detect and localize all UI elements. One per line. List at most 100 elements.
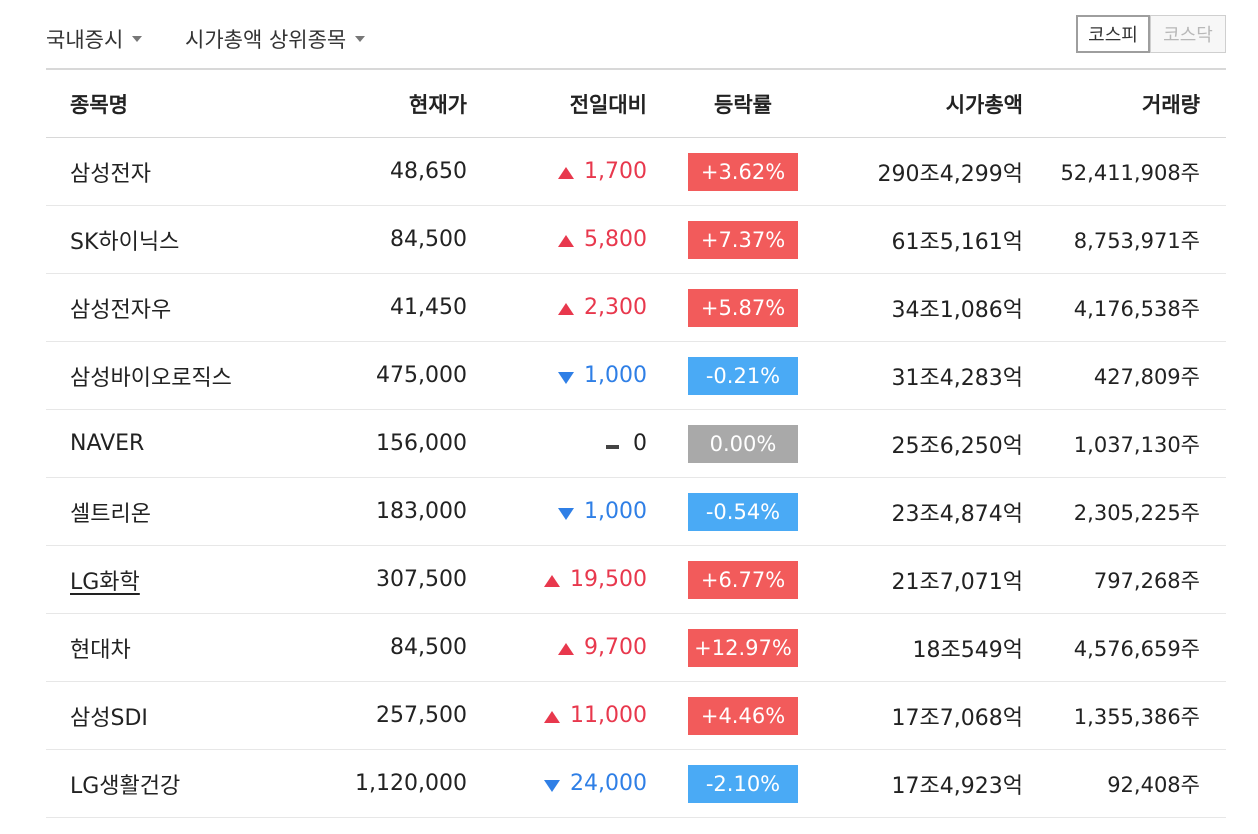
change-rate-badge: +3.62% xyxy=(688,152,798,191)
stock-name-cell: 삼성SDI xyxy=(70,682,148,749)
table-row: 현대차 84,500 9,700 +12.97% 18조549억 4,576,6… xyxy=(46,614,1226,682)
change-rate-badge: +4.46% xyxy=(688,696,798,735)
dash-icon xyxy=(606,444,619,449)
stock-name-link[interactable]: LG생활건강 xyxy=(70,773,181,799)
trade-volume: 92,408주 xyxy=(1107,772,1200,797)
trade-volume: 427,809주 xyxy=(1093,364,1200,389)
current-price: 257,500 xyxy=(376,703,467,728)
change-rate-badge: +7.37% xyxy=(688,220,798,259)
price-change-value: 0 xyxy=(633,431,647,456)
stock-name-link[interactable]: 삼성SDI xyxy=(70,705,148,731)
price-change-value: 2,300 xyxy=(584,295,647,320)
stock-name-link[interactable]: 현대차 xyxy=(70,637,131,663)
market-segment-toggle: 코스피 코스닥 xyxy=(1076,15,1226,53)
price-change: 1,700 xyxy=(558,138,647,205)
price-change-value: 1,000 xyxy=(584,499,647,524)
change-rate-badge: -2.10% xyxy=(688,764,798,803)
price-change-value: 9,700 xyxy=(584,635,647,660)
change-rate-badge: +12.97% xyxy=(688,628,798,667)
change-rate-cell: +6.77% xyxy=(688,546,798,613)
market-cap: 18조549억 xyxy=(912,637,1023,663)
stock-name-link[interactable]: 삼성전자 xyxy=(70,161,151,187)
price-change: 19,500 xyxy=(544,546,647,613)
table-row: 삼성전자우 41,450 2,300 +5.87% 34조1,086억 4,17… xyxy=(46,274,1226,342)
table-row: 삼성SDI 257,500 11,000 +4.46% 17조7,068억 1,… xyxy=(46,682,1226,750)
triangle-up-icon xyxy=(558,642,575,655)
table-row: 삼성바이오로직스 475,000 1,000 -0.21% 31조4,283억 … xyxy=(46,342,1226,410)
stock-name-link[interactable]: 삼성전자우 xyxy=(70,297,172,323)
current-price: 183,000 xyxy=(376,499,467,524)
change-rate-cell: -0.21% xyxy=(688,342,798,409)
market-cap: 17조4,923억 xyxy=(891,773,1023,799)
stock-name-cell: LG화학 xyxy=(70,546,140,613)
header-name: 종목명 xyxy=(70,92,128,117)
change-rate-cell: +7.37% xyxy=(688,206,798,273)
price-change: 5,800 xyxy=(558,206,647,273)
table-row: LG생활건강 1,120,000 24,000 -2.10% 17조4,923억… xyxy=(46,750,1226,818)
kospi-button[interactable]: 코스피 xyxy=(1076,15,1150,53)
current-price: 307,500 xyxy=(376,567,467,592)
price-change-value: 5,800 xyxy=(584,227,647,252)
price-change-value: 24,000 xyxy=(570,771,647,796)
market-cap: 61조5,161억 xyxy=(891,229,1023,255)
table-row: SK하이닉스 84,500 5,800 +7.37% 61조5,161억 8,7… xyxy=(46,206,1226,274)
table-row: NAVER 156,000 0 0.00% 25조6,250억 1,037,13… xyxy=(46,410,1226,478)
triangle-up-icon xyxy=(544,710,561,723)
market-cap: 21조7,071억 xyxy=(891,569,1023,595)
price-change-value: 1,700 xyxy=(584,159,647,184)
change-rate-badge: 0.00% xyxy=(688,424,798,463)
trade-volume: 4,176,538주 xyxy=(1073,296,1200,321)
price-change: 2,300 xyxy=(558,274,647,341)
header-market-cap: 시가총액 xyxy=(945,92,1023,117)
table-body: 삼성전자 48,650 1,700 +3.62% 290조4,299억 52,4… xyxy=(46,138,1226,818)
current-price: 156,000 xyxy=(376,431,467,456)
triangle-up-icon xyxy=(558,166,575,179)
trade-volume: 1,037,130주 xyxy=(1073,432,1200,457)
triangle-up-icon xyxy=(558,234,575,247)
triangle-down-icon xyxy=(558,371,575,384)
price-change-value: 11,000 xyxy=(570,703,647,728)
price-change: 9,700 xyxy=(558,614,647,681)
stock-name-link[interactable]: LG화학 xyxy=(70,569,140,595)
stock-name-link[interactable]: 셀트리온 xyxy=(70,501,151,527)
stock-name-cell: 삼성전자 xyxy=(70,138,151,205)
stock-name-cell: NAVER xyxy=(70,410,144,477)
market-dropdown[interactable]: 국내증시 xyxy=(46,24,143,54)
triangle-down-icon xyxy=(544,779,561,792)
change-rate-cell: +3.62% xyxy=(688,138,798,205)
change-rate-cell: +12.97% xyxy=(688,614,798,681)
stock-name-link[interactable]: SK하이닉스 xyxy=(70,229,180,255)
market-cap: 17조7,068억 xyxy=(891,705,1023,731)
trade-volume: 52,411,908주 xyxy=(1060,160,1200,185)
change-rate-cell: -2.10% xyxy=(688,750,798,817)
stock-table: 종목명 현재가 전일대비 등락률 시가총액 거래량 삼성전자 48,650 1,… xyxy=(46,68,1226,818)
current-price: 48,650 xyxy=(390,159,467,184)
stock-name-cell: 현대차 xyxy=(70,614,131,681)
market-cap: 23조4,874억 xyxy=(891,501,1023,527)
table-header-row: 종목명 현재가 전일대비 등락률 시가총액 거래량 xyxy=(46,70,1226,138)
change-rate-badge: -0.54% xyxy=(688,492,798,531)
category-dropdown-label: 시가총액 상위종목 xyxy=(185,28,347,52)
caret-down-icon xyxy=(355,36,366,42)
stock-name-cell: SK하이닉스 xyxy=(70,206,179,273)
stock-name-link[interactable]: NAVER xyxy=(70,431,145,456)
market-cap: 25조6,250억 xyxy=(891,433,1023,459)
change-rate-cell: -0.54% xyxy=(688,478,798,545)
current-price: 41,450 xyxy=(390,295,467,320)
price-change-value: 19,500 xyxy=(570,567,647,592)
kosdaq-button[interactable]: 코스닥 xyxy=(1150,15,1226,53)
trade-volume: 4,576,659주 xyxy=(1073,636,1200,661)
trade-volume: 1,355,386주 xyxy=(1073,704,1200,729)
current-price: 84,500 xyxy=(390,635,467,660)
category-dropdown[interactable]: 시가총액 상위종목 xyxy=(185,24,366,54)
current-price: 1,120,000 xyxy=(355,771,467,796)
header-rate: 등락률 xyxy=(714,92,772,117)
triangle-up-icon xyxy=(544,574,561,587)
table-row: 셀트리온 183,000 1,000 -0.54% 23조4,874억 2,30… xyxy=(46,478,1226,546)
change-rate-cell: +5.87% xyxy=(688,274,798,341)
stock-name-link[interactable]: 삼성바이오로직스 xyxy=(70,365,232,391)
header-change: 전일대비 xyxy=(569,92,647,117)
stock-name-cell: 삼성바이오로직스 xyxy=(70,342,232,409)
price-change-value: 1,000 xyxy=(584,363,647,388)
change-rate-badge: +6.77% xyxy=(688,560,798,599)
